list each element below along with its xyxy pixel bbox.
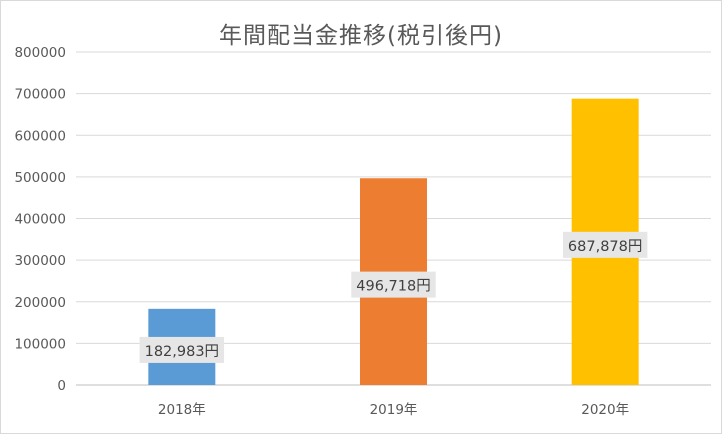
x-category-label: 2018年 xyxy=(158,402,206,418)
y-tick-label: 800000 xyxy=(14,45,66,61)
data-labels: 182,983円 496,718円 687,878円 xyxy=(139,231,648,363)
y-tick-label: 700000 xyxy=(14,87,66,103)
x-axis-categories: 2018年 2019年 2020年 xyxy=(158,402,629,418)
y-axis-ticks: 0 100000 200000 300000 400000 500000 600000 700… xyxy=(14,45,66,394)
data-label-group: 182,983円 xyxy=(139,336,225,363)
y-tick-label: 200000 xyxy=(14,295,66,311)
x-category-label: 2019年 xyxy=(370,402,418,418)
y-tick-label: 300000 xyxy=(14,253,66,269)
y-tick-label: 500000 xyxy=(14,170,66,186)
data-label: 687,878円 xyxy=(568,239,642,255)
chart-title: 年間配当金推移(税引後円) xyxy=(219,23,503,49)
data-label-group: 496,718円 xyxy=(351,271,436,298)
y-tick-label: 100000 xyxy=(14,336,66,352)
data-label-group: 687,878円 xyxy=(562,231,648,258)
y-tick-label: 0 xyxy=(57,378,66,394)
data-label: 496,718円 xyxy=(356,279,430,295)
data-label-background xyxy=(562,231,648,258)
y-tick-label: 400000 xyxy=(14,212,66,228)
y-tick-label: 600000 xyxy=(14,128,66,144)
data-label-background xyxy=(351,271,436,298)
data-label: 182,983円 xyxy=(145,344,219,360)
x-category-label: 2020年 xyxy=(581,402,629,418)
data-label-background xyxy=(139,336,225,363)
